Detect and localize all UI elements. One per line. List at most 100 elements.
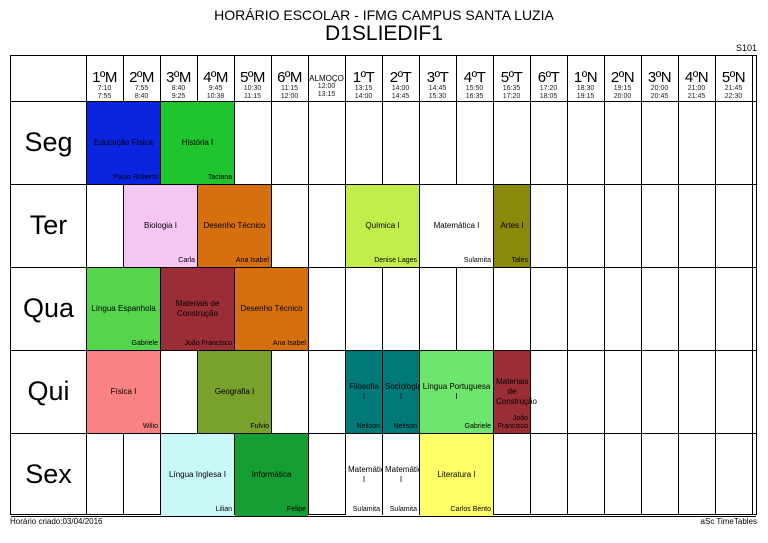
period-end-time: 13:15 (317, 91, 336, 98)
period-label: 5ºT (500, 69, 523, 86)
period-end-time: 10:38 (206, 93, 225, 100)
grid-line-horizontal (11, 101, 756, 102)
lesson-cell[interactable]: Desenho Técnico Ana Isabel (235, 268, 308, 350)
lesson-cell[interactable]: Química I Denise Lages (346, 185, 419, 267)
timetable-grid: 1ºM 7:10 7:55 2ºM 7:55 8:40 3ºM 8:40 9:25 4ºM 9:45… (10, 55, 757, 517)
period-label: 2ºT (389, 69, 412, 86)
grid-line-vertical (530, 56, 531, 514)
lesson-cell[interactable]: Educação Física Paulo Roberto (87, 102, 160, 184)
grid-line-vertical (234, 56, 235, 514)
lesson-subject: Matemática I (433, 221, 480, 230)
period-start-time: 15:50 (465, 85, 484, 92)
lesson-cell[interactable]: História I Taciana (161, 102, 234, 184)
period-header: 6ºM 11:15 12:00 (271, 56, 308, 101)
lesson-cell[interactable]: Física I Wilio (87, 351, 160, 433)
period-end-time: 16:35 (465, 93, 484, 100)
lesson-cell[interactable]: Matemática I Sulamita (420, 185, 493, 267)
grid-line-vertical (493, 56, 494, 514)
period-end-time: 8:40 (134, 93, 149, 100)
lesson-cell[interactable]: Materiais de Construção João Francisco (161, 268, 234, 350)
lesson-cell[interactable]: Desenho Técnico Ana Isabel (198, 185, 271, 267)
period-label: 2ºN (610, 69, 635, 86)
lesson-subject: Educação Física (93, 138, 154, 147)
period-header: 4ºM 9:45 10:38 (197, 56, 234, 101)
period-start-time: 14:00 (391, 85, 410, 92)
lesson-subject: Artes I (500, 221, 524, 230)
lesson-cell[interactable]: Geografia I Fulvio (198, 351, 271, 433)
period-end-time: 18:05 (539, 93, 558, 100)
period-label: 3ºN (647, 69, 672, 86)
period-start-time: 11:15 (281, 85, 298, 92)
lesson-cell[interactable]: Biologia I Carla (124, 185, 197, 267)
lesson-cell[interactable]: Materiais de Construção João Francisco (494, 351, 537, 433)
lesson-teacher: Carlos Bento (450, 506, 491, 513)
lesson-teacher: Fulvio (250, 423, 269, 430)
period-label: 5ºN (721, 69, 746, 86)
lesson-cell[interactable]: Sociologia I Neilson (383, 351, 422, 433)
period-end-time: 21:45 (687, 93, 706, 100)
lesson-subject: Filosofia I (349, 382, 379, 401)
period-end-time: 9:25 (171, 93, 186, 100)
period-start-time: 21:45 (724, 85, 743, 92)
grid-line-horizontal (11, 350, 756, 351)
day-label: Seg (24, 127, 73, 157)
period-header: 3ºM 8:40 9:25 (160, 56, 197, 101)
lesson-cell[interactable]: Língua Inglesa I Lilian (161, 434, 234, 516)
grid-line-horizontal (11, 267, 756, 268)
lesson-cell[interactable]: Matemática I Sulamita (383, 434, 427, 516)
lesson-subject: Língua Espanhola (91, 304, 156, 313)
period-end-time: 7:55 (97, 93, 112, 100)
lesson-teacher: Taciana (207, 174, 232, 181)
day-label: Qui (27, 376, 70, 406)
day-label: Sex (25, 459, 72, 489)
lesson-subject: Informática (251, 470, 292, 479)
grid-line-vertical (641, 56, 642, 514)
lesson-cell[interactable]: Literatura I Carlos Bento (420, 434, 493, 516)
lesson-teacher: Sulamita (352, 506, 380, 513)
lesson-teacher: Carla (178, 257, 195, 264)
lesson-cell[interactable]: Filosofia I Neilson (346, 351, 382, 433)
lesson-teacher: Neilson (393, 423, 417, 430)
lesson-cell[interactable]: Língua Portuguesa I Gabriele (420, 351, 493, 433)
period-start-time: 10:30 (243, 85, 262, 92)
period-start-time: 7:55 (134, 85, 149, 92)
period-end-time: 20:00 (613, 93, 632, 100)
period-start-time: 16:35 (502, 85, 521, 92)
lesson-cell[interactable]: Informática Felipe (235, 434, 308, 516)
period-header: 5ºN 21:45 22:30 (715, 56, 752, 101)
grid-line-vertical (345, 56, 346, 514)
period-start-time: 13:15 (354, 85, 373, 92)
period-header: ALMOÇO 12:00 13:15 (308, 56, 345, 101)
period-header: 2ºT 14:00 14:45 (382, 56, 419, 101)
room-label: S101 (735, 43, 757, 53)
period-end-time: 19:15 (576, 93, 595, 100)
grid-line-vertical (86, 56, 87, 514)
lesson-subject: Desenho Técnico (240, 304, 303, 313)
lesson-subject: Matemática I (385, 465, 427, 484)
period-label: 1ºM (92, 69, 117, 86)
period-label: 4ºM (203, 69, 228, 86)
grid-line-horizontal (11, 433, 756, 434)
grid-line-horizontal (11, 184, 756, 185)
period-label: 5ºM (240, 69, 265, 86)
period-label: 3ºT (426, 69, 449, 86)
period-header: 1ºT 13:15 14:00 (345, 56, 382, 101)
period-header: 3ºN 20:00 20:45 (641, 56, 678, 101)
lesson-teacher: Gabriele (131, 340, 158, 347)
lesson-teacher: Sulamita (389, 506, 417, 513)
lesson-cell[interactable]: Língua Espanhola Gabriele (87, 268, 160, 350)
period-start-time: 7:10 (97, 85, 112, 92)
period-header: 1ºM 7:10 7:55 (86, 56, 123, 101)
lesson-cell[interactable]: Matemática I Sulamita (346, 434, 389, 516)
period-label: 4ºT (463, 69, 486, 86)
lesson-teacher: Ana Isabel (272, 340, 306, 347)
lesson-cell[interactable]: Artes I Tales (494, 185, 530, 267)
lesson-teacher: Felipe (286, 506, 306, 513)
lesson-subject: Química I (365, 221, 400, 230)
page-title: HORÁRIO ESCOLAR - IFMG CAMPUS SANTA LUZI… (214, 7, 554, 23)
period-header: 1ºN 18:30 19:15 (567, 56, 604, 101)
lesson-subject: Física I (110, 387, 137, 396)
lesson-subject: Língua Portuguesa I (422, 382, 491, 401)
period-header: 6ºT 17:20 18:05 (530, 56, 567, 101)
grid-line-vertical (456, 56, 457, 514)
